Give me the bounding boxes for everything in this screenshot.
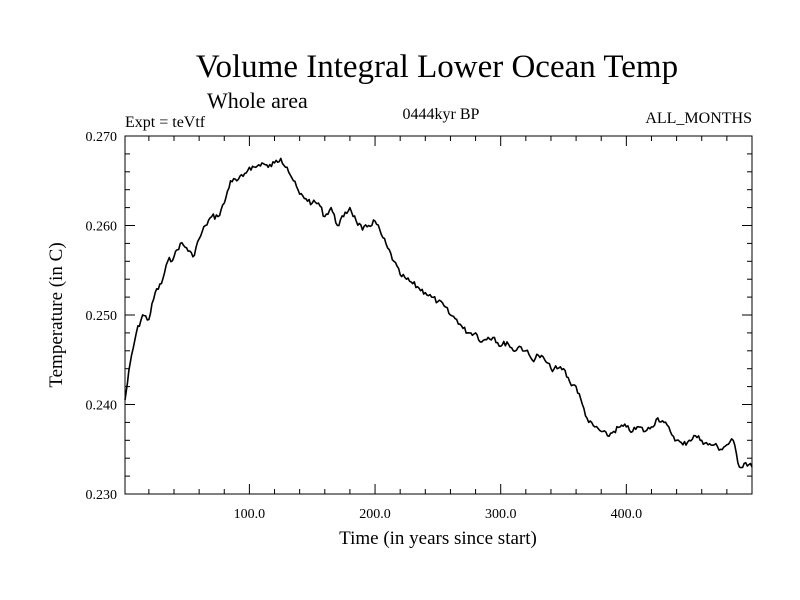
x-tick-label: 300.0 [485, 507, 517, 522]
y-tick-label: 0.240 [86, 399, 118, 414]
months-label: ALL_MONTHS [645, 110, 752, 127]
plot-frame [124, 135, 753, 495]
x-tick-label: 400.0 [611, 507, 643, 522]
chart-title: Volume Integral Lower Ocean Temp [196, 49, 678, 85]
tick-label-group: 100.0 200.0 300.0 400.0 0.230 0.240 0.250 0.260… [86, 130, 643, 522]
chart-subtitle: Whole area [207, 88, 308, 113]
series-line [124, 157, 753, 469]
period-label: 0444kyr BP [403, 106, 480, 123]
y-tick-label: 0.250 [86, 309, 118, 324]
experiment-label: Expt = teVtf [125, 114, 206, 131]
y-axis-label: Temperature (in C) [46, 242, 67, 387]
x-axis-label: Time (in years since start) [339, 528, 537, 549]
x-tick-label: 100.0 [234, 507, 266, 522]
y-tick-label: 0.270 [86, 130, 118, 145]
y-tick-label: 0.260 [86, 220, 118, 235]
x-tick-label: 200.0 [359, 507, 391, 522]
series-group [124, 157, 753, 469]
tick-group [125, 136, 752, 494]
y-tick-label: 0.230 [86, 488, 118, 503]
